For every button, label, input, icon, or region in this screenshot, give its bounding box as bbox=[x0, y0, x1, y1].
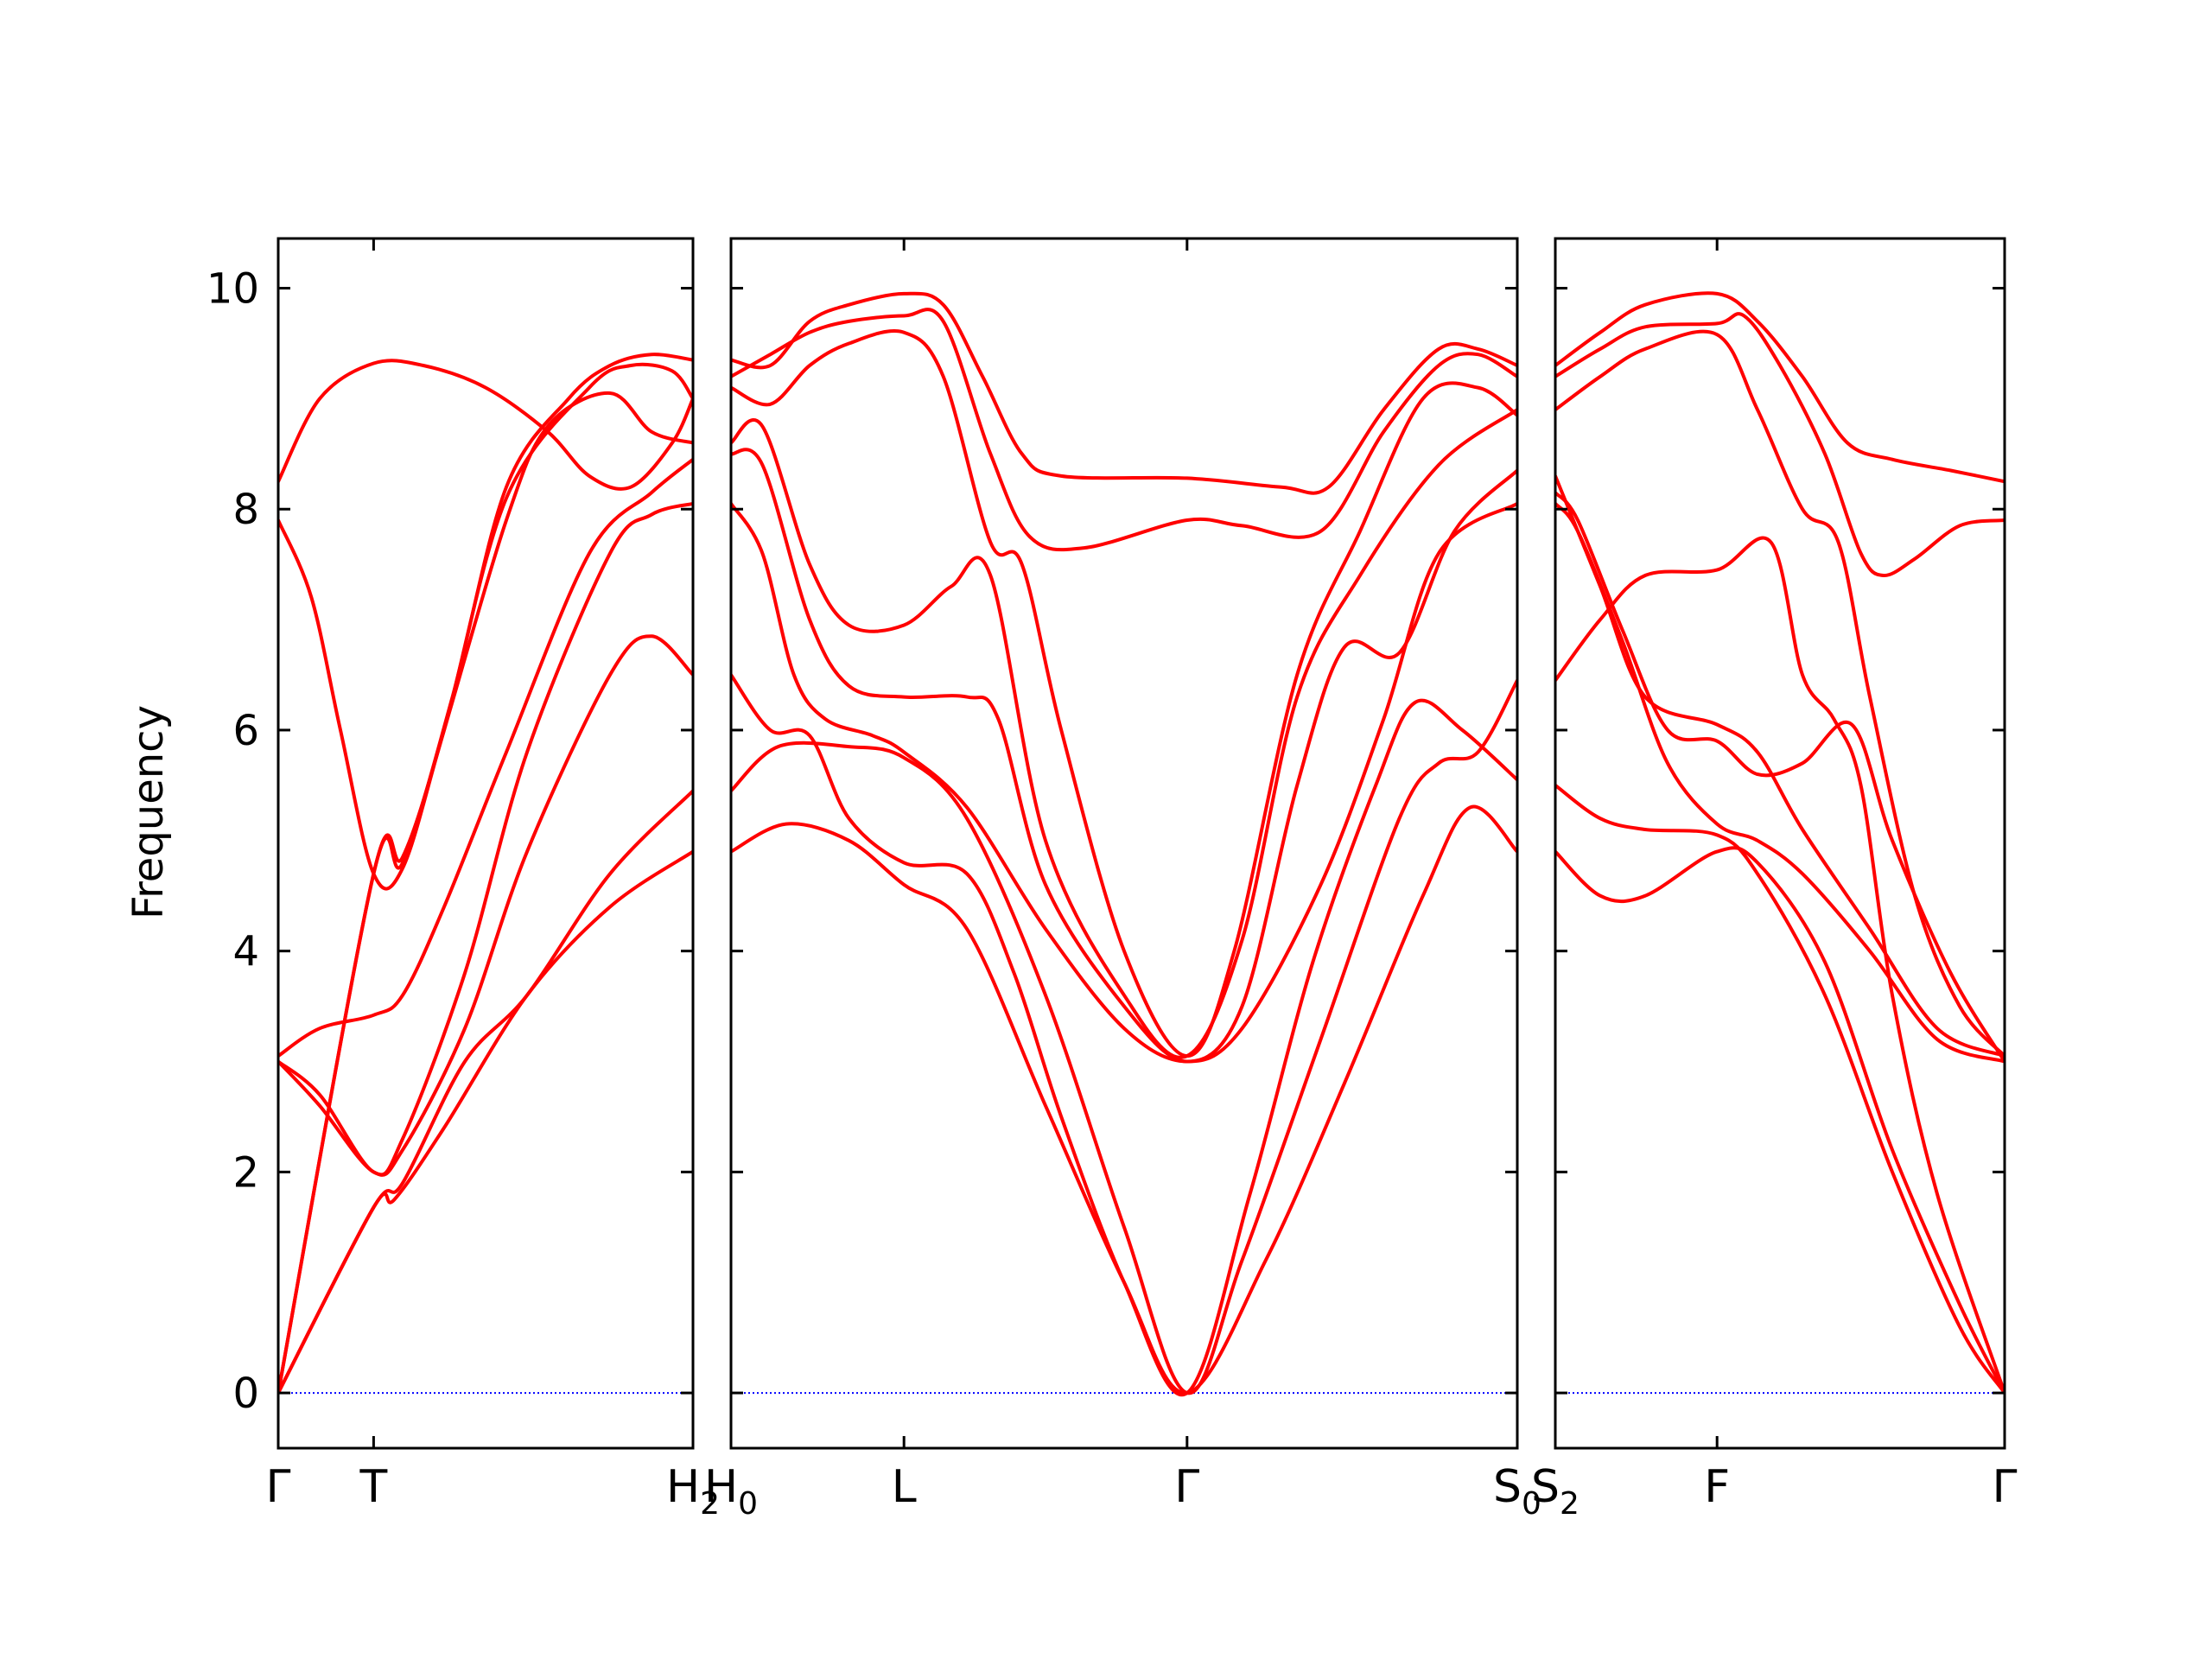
band-line-7 bbox=[731, 328, 1517, 1058]
band-line-2 bbox=[1555, 783, 2005, 1395]
band-line-7 bbox=[1555, 329, 2005, 1058]
x-tick-label: Γ bbox=[1993, 1461, 2018, 1513]
band-line-2 bbox=[731, 678, 1517, 1395]
band-line-1 bbox=[1555, 846, 2005, 1395]
band-line-8 bbox=[278, 359, 693, 491]
band-line-6 bbox=[278, 457, 693, 1058]
x-tick-label: T bbox=[359, 1461, 388, 1513]
x-tick-label: H0 bbox=[704, 1461, 758, 1522]
band-line-4 bbox=[731, 501, 1517, 1064]
axes-frame bbox=[729, 237, 1519, 1450]
band-line-9 bbox=[278, 353, 693, 1395]
band-line-5 bbox=[278, 501, 693, 1177]
axes-frame bbox=[276, 237, 695, 1450]
y-tick-label: 6 bbox=[232, 707, 259, 755]
y-tick-label: 2 bbox=[232, 1148, 259, 1197]
band-line-9 bbox=[1555, 291, 2005, 484]
axes-frame bbox=[1554, 237, 2006, 1450]
band-line-9 bbox=[731, 291, 1517, 495]
band-line-4 bbox=[278, 634, 693, 1177]
x-tick-label: L bbox=[892, 1461, 917, 1513]
y-axis-label: Frequency bbox=[124, 705, 173, 919]
band-line-2 bbox=[278, 789, 693, 1395]
band-line-6 bbox=[731, 408, 1517, 1059]
y-tick-label: 0 bbox=[232, 1370, 259, 1418]
band-line-8 bbox=[1555, 312, 2005, 578]
x-tick-label: S0 bbox=[1493, 1461, 1541, 1522]
y-tick-label: 4 bbox=[232, 928, 259, 976]
band-line-8 bbox=[731, 308, 1517, 552]
band-group bbox=[1555, 291, 2005, 1395]
band-group bbox=[731, 291, 1517, 1397]
x-tick-label: F bbox=[1704, 1461, 1730, 1513]
band-group bbox=[278, 353, 693, 1395]
x-tick-label: Γ bbox=[266, 1461, 291, 1513]
y-tick-label: 8 bbox=[232, 486, 259, 534]
band-line-3 bbox=[731, 673, 1517, 1397]
y-tick-label: 10 bbox=[207, 265, 259, 314]
panel-2: H0 L Γ S0 bbox=[704, 237, 1541, 1522]
band-line-5 bbox=[731, 448, 1517, 1064]
x-tick-label: Γ bbox=[1174, 1461, 1199, 1513]
band-line-3 bbox=[1555, 536, 2005, 1395]
band-line-6 bbox=[1555, 474, 2005, 1058]
